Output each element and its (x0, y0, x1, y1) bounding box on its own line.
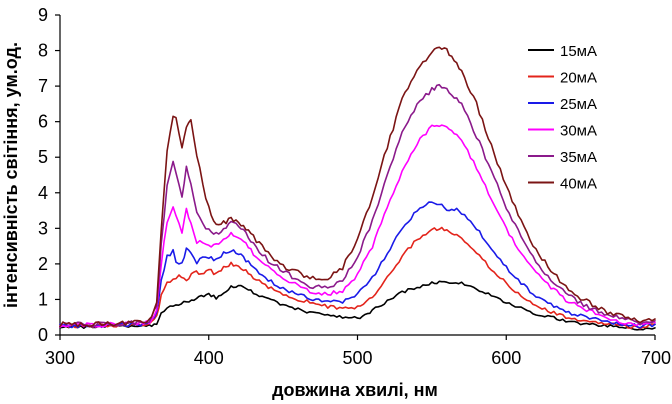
x-tick-label: 400 (194, 348, 224, 368)
legend-label: 30мА (560, 123, 597, 140)
series-line-20мА (59, 226, 656, 330)
y-tick-label: 5 (38, 147, 48, 167)
x-tick-label: 600 (491, 348, 521, 368)
y-tick-label: 3 (38, 218, 48, 238)
legend-label: 35мА (560, 149, 597, 166)
series-group (59, 46, 656, 331)
legend-label: 25мА (560, 96, 597, 113)
legend-label: 20мА (560, 70, 597, 87)
y-axis-title: інтенсивність світіння, ум.од. (1, 42, 21, 308)
series-line-35мА (59, 83, 656, 328)
x-tick-label: 500 (342, 348, 372, 368)
y-tick-label: 8 (38, 41, 48, 61)
y-tick-label: 4 (38, 183, 48, 203)
x-ticks: 300 400 500 600 700 (45, 335, 671, 368)
series-line-25мА (59, 201, 656, 329)
series-line-15мА (59, 280, 656, 331)
x-tick-label: 300 (45, 348, 75, 368)
legend: 15мА 20мА 25мА 30мА 35мА 40мА (528, 43, 597, 193)
legend-label: 40мА (560, 176, 597, 193)
x-axis-title: довжина хвилі, нм (272, 380, 438, 400)
y-tick-label: 6 (38, 112, 48, 132)
y-tick-label: 7 (38, 76, 48, 96)
series-line-40мА (59, 46, 656, 328)
y-tick-label: 2 (38, 254, 48, 274)
x-tick-label: 700 (641, 348, 671, 368)
y-tick-label: 0 (38, 325, 48, 345)
y-ticks: 0 1 2 3 4 5 6 7 8 9 (38, 5, 60, 345)
series-line-30мА (59, 124, 656, 328)
legend-label: 15мА (560, 43, 597, 60)
y-tick-label: 9 (38, 5, 48, 25)
y-tick-label: 1 (38, 289, 48, 309)
